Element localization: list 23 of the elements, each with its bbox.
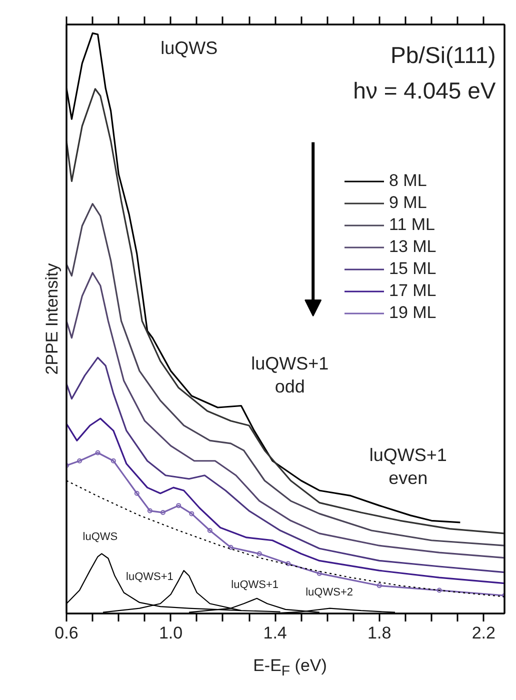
annotation: luQWS+1 (231, 579, 279, 592)
annotation: luQWS+1 even (369, 444, 447, 488)
x-tick-label: 1.0 (158, 624, 183, 642)
x-axis-title: E-E$_{F}$ (eV) (253, 655, 327, 682)
annotation: luQWS+1 (126, 570, 174, 583)
legend-label: 9 ML (389, 192, 427, 214)
x-tick-label: 2.2 (472, 624, 496, 642)
annotation: luQWS (82, 530, 118, 543)
legend-label: 15 ML (389, 258, 436, 280)
text: hν = 4.045 eV (353, 78, 496, 104)
annotation: luQWS+1 odd (251, 353, 329, 396)
y-axis-title: 2PPE Intensity (42, 262, 62, 375)
legend-label: 13 ML (389, 236, 436, 258)
legend-label: 19 ML (389, 302, 436, 324)
chart-title: Pb/Si(111) (390, 42, 496, 68)
x-tick-label: 0.6 (54, 624, 78, 642)
x-tick-label: 1.8 (368, 624, 392, 642)
legend-label: 8 ML (389, 170, 427, 192)
legend-label: 11 ML (389, 214, 435, 236)
x-tick-label: 1.4 (263, 624, 287, 642)
annotation: luQWS+2 (306, 586, 353, 598)
annotation: luQWS (160, 38, 218, 58)
legend-label: 17 ML (389, 280, 436, 302)
